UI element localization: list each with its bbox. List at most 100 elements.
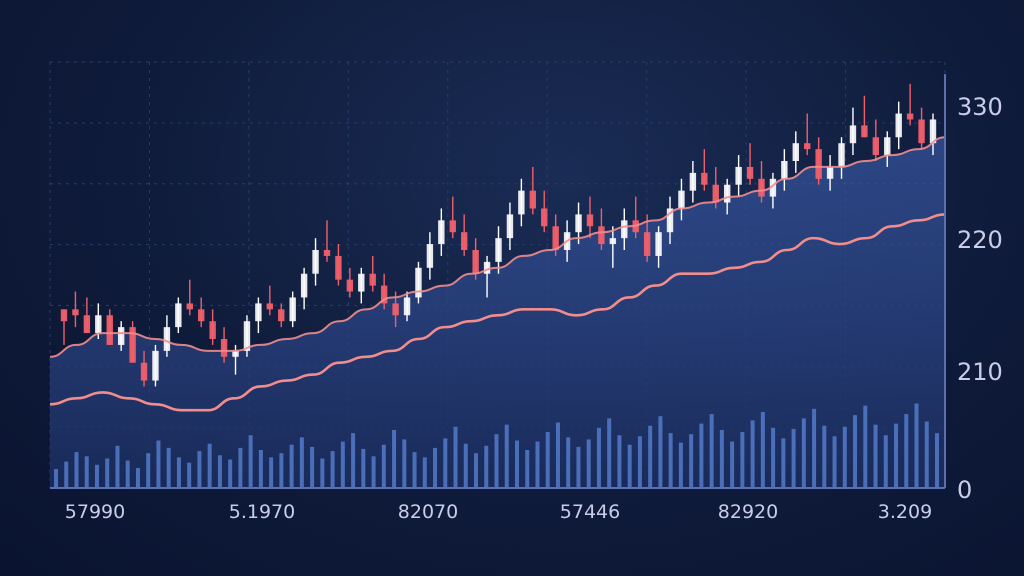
volume-bar — [832, 436, 837, 488]
area-band — [50, 137, 945, 488]
candle-body — [323, 250, 331, 256]
volume-bar — [740, 432, 745, 488]
candle-body — [712, 184, 719, 203]
candle-body — [861, 125, 868, 138]
y-tick-label: 0 — [957, 476, 972, 504]
volume-bar — [361, 448, 366, 488]
volume-bar — [658, 416, 663, 488]
volume-bar — [125, 460, 130, 488]
candle-body — [518, 190, 525, 215]
volume-bar — [422, 457, 427, 488]
volume-bar — [371, 456, 376, 488]
candle — [198, 297, 205, 328]
candle-body — [529, 190, 537, 209]
volume-bar — [822, 425, 827, 488]
volume-bar — [627, 444, 632, 488]
volume-bar — [443, 438, 448, 488]
volume-bar — [637, 436, 642, 488]
candle — [541, 190, 548, 233]
candle — [209, 309, 216, 345]
volume-bar — [402, 439, 407, 488]
candle — [460, 214, 468, 256]
volume-bar — [494, 434, 499, 488]
candle — [815, 137, 822, 185]
volume-bar — [146, 453, 151, 488]
candle-body — [506, 214, 514, 239]
candle — [895, 101, 902, 150]
candle-body — [701, 172, 708, 185]
candle — [358, 267, 365, 304]
volume-bar — [54, 469, 58, 488]
candle — [792, 131, 799, 173]
candle-body — [678, 190, 685, 209]
candle-body — [392, 303, 399, 316]
candle — [918, 107, 925, 150]
volume-bar — [648, 425, 653, 488]
candle — [804, 113, 811, 156]
volume-bar — [699, 423, 704, 488]
candle — [106, 309, 113, 345]
y-tick-label: 330 — [957, 93, 1003, 121]
volume-bar — [299, 437, 304, 488]
volume-bar — [105, 458, 110, 488]
volume-bar — [381, 444, 386, 488]
candle — [403, 291, 411, 322]
candle — [849, 107, 857, 156]
candle — [655, 226, 662, 268]
volume-bar — [64, 461, 69, 488]
volume-bar — [596, 427, 601, 488]
candle — [609, 226, 617, 268]
candle — [746, 143, 754, 185]
candle-body — [746, 166, 754, 179]
volume-bar — [176, 457, 181, 488]
candle-body — [335, 255, 342, 280]
candle-body — [575, 214, 582, 233]
candle — [666, 196, 674, 245]
volume-bar — [514, 440, 519, 488]
candle — [415, 261, 422, 304]
candle — [278, 303, 285, 328]
candle-body — [586, 214, 594, 227]
candle-body — [369, 273, 376, 286]
volume-bar — [84, 456, 89, 488]
volume-bar — [617, 435, 622, 488]
candle — [140, 350, 148, 387]
candle — [83, 297, 91, 334]
candle — [335, 244, 342, 286]
y-axis-tick-labels: 330 220 210 0 — [957, 93, 1003, 504]
candle — [438, 208, 445, 256]
volume-bar — [586, 439, 591, 488]
candle-body — [483, 261, 491, 274]
candle-body — [655, 232, 662, 256]
area-fill — [50, 137, 945, 488]
candle — [426, 232, 434, 280]
candle-body — [415, 267, 422, 298]
candle — [346, 267, 354, 298]
volume-bar — [771, 427, 776, 488]
volume-bar — [156, 440, 161, 488]
volume-bars — [54, 403, 939, 488]
volume-bar — [678, 442, 683, 488]
candle — [483, 255, 491, 298]
volume-bar — [320, 458, 325, 488]
candle-body — [735, 166, 742, 185]
volume-bar — [576, 446, 581, 488]
volume-bar — [310, 446, 315, 488]
x-tick-label: 3.209 — [878, 501, 932, 523]
candle-body — [449, 220, 456, 233]
candle — [598, 208, 605, 250]
volume-bar — [863, 405, 868, 488]
volume-bar — [115, 445, 120, 488]
volume-bar — [853, 415, 858, 488]
volume-bar — [668, 433, 673, 488]
volume-bar — [463, 443, 468, 488]
candle-body — [666, 208, 674, 233]
volume-bar — [566, 437, 571, 488]
volume-bar — [719, 429, 724, 488]
candle-body — [129, 327, 136, 363]
candle-body — [209, 321, 216, 339]
candle-body — [918, 119, 925, 144]
y-tick-label: 220 — [957, 226, 1003, 254]
candle — [117, 321, 125, 351]
candle — [129, 321, 136, 363]
